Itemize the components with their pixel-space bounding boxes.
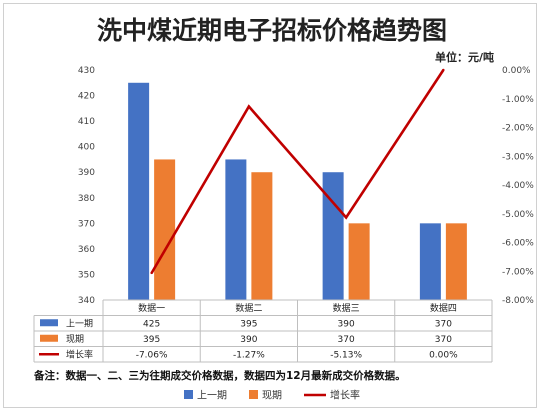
unit-label: 单位：元/吨 [435,50,494,64]
table-series-name: 上一期 [66,318,93,329]
right-tick-label: -2.00% [502,124,534,134]
left-tick-label: 390 [78,168,95,178]
bar-curr [445,223,467,300]
bar-series [103,82,492,301]
bar-prev [128,82,150,301]
table-cell: 395 [143,335,160,345]
legend: 上一期 现期 增长率 [184,389,360,402]
chart-frame: 洗中煤近期电子招标价格趋势图 单位：元/吨 340 350 360 370 380 390… [3,3,537,408]
right-tick-label: -5.00% [502,210,534,220]
table-cell: -7.06% [136,350,168,360]
table-series-name: 现期 [66,334,84,345]
category-label: 数据三 [333,302,360,314]
rate-point [247,105,251,108]
right-tick-label: -7.00% [502,267,534,277]
table-cell: 0.00% [429,350,458,360]
table-series-name: 增长率 [66,348,93,360]
legend-label-prev: 上一期 [197,390,227,402]
bar-curr [251,172,273,300]
right-tick-label: -1.00% [502,95,534,105]
table-cell: -5.13% [330,350,362,360]
category-label: 数据二 [235,302,262,314]
bar-prev [225,159,247,300]
chart: 洗中煤近期电子招标价格趋势图 单位：元/吨 340 350 360 370 380 390… [33,16,534,402]
table-cell: 370 [338,335,355,345]
right-tick-label: -8.00% [502,296,534,306]
left-tick-label: 380 [78,194,95,204]
legend-label-curr: 现期 [262,390,282,402]
bar-curr [154,159,176,300]
chart-note: 备注：数据一、二、三为往期成交价格数据，数据四为12月最新成交价格数据。 [33,369,406,382]
left-tick-label: 370 [78,219,95,229]
legend-key-curr [249,390,258,399]
left-tick-label: 400 [78,143,95,153]
rate-point [150,271,153,275]
legend-key-prev [184,390,193,399]
table-cell: 370 [435,335,452,345]
right-tick-label: 0.00% [502,66,531,76]
bar-prev [322,172,344,300]
legend-label-rate: 增长率 [330,389,360,402]
table-cell: 370 [435,319,452,329]
table-cell: 390 [338,319,355,329]
left-tick-label: 430 [78,66,95,76]
category-label: 数据一 [138,302,165,314]
bar-prev [419,223,441,300]
right-tick-label: -6.00% [502,239,534,249]
left-axis: 340 350 360 370 380 390 400 410 420 430 [78,66,95,306]
chart-title: 洗中煤近期电子招标价格趋势图 [97,16,447,45]
left-tick-label: 410 [78,117,95,127]
right-tick-label: -3.00% [502,152,534,162]
category-label: 数据四 [430,302,457,314]
table-legend-key [40,319,58,327]
rate-point [442,68,445,72]
rate-point [344,216,348,219]
table-cell: 395 [240,319,257,329]
left-tick-label: 360 [78,245,95,255]
left-tick-label: 350 [78,270,95,280]
right-axis: -8.00% -7.00% -6.00% -5.00% -4.00% -3.00% -2.0… [502,66,534,306]
table-cell: 390 [240,335,257,345]
left-tick-label: 420 [78,92,95,102]
right-tick-label: -4.00% [502,181,534,191]
table-legend-key [40,334,58,342]
rate-line-series [150,68,445,275]
table-cell: 425 [143,319,160,329]
bar-curr [348,223,370,300]
rate-line [150,69,445,274]
left-tick-label: 340 [78,296,95,306]
table-cell: -1.27% [233,350,265,360]
